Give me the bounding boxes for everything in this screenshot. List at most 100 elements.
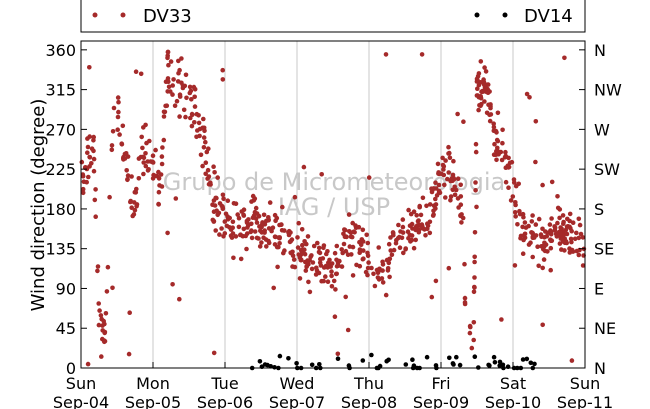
data-point: [393, 240, 399, 246]
data-point: [264, 244, 269, 249]
data-point: [427, 230, 433, 236]
data-point: [272, 234, 278, 239]
data-point: [219, 226, 224, 231]
data-point: [309, 362, 315, 368]
data-point: [256, 213, 262, 219]
y-axis-left: 0 45 90 135 180 225 270 315 360: [45, 41, 87, 378]
data-point: [403, 246, 409, 251]
data-point: [383, 292, 389, 298]
data-point: [445, 176, 450, 182]
data-point: [139, 134, 144, 140]
data-point: [456, 205, 461, 210]
data-point: [350, 273, 356, 278]
data-point: [91, 138, 96, 143]
data-point: [80, 173, 86, 179]
data-point: [194, 134, 199, 140]
data-point: [345, 252, 351, 257]
data-point: [298, 257, 304, 263]
y2-tick-label: W: [594, 120, 610, 139]
data-point: [295, 235, 300, 240]
data-point: [254, 235, 260, 241]
data-point: [555, 205, 561, 211]
data-point: [153, 173, 158, 179]
data-point: [132, 207, 138, 213]
data-point: [115, 114, 121, 120]
data-point: [379, 276, 385, 281]
data-point: [277, 353, 283, 359]
data-point: [153, 147, 158, 153]
data-point: [79, 159, 85, 165]
data-point: [540, 182, 545, 188]
data-point: [347, 229, 352, 234]
legend-marker-dv33: [120, 12, 126, 18]
data-point: [343, 294, 349, 300]
data-point: [346, 212, 352, 217]
data-point: [568, 236, 574, 242]
data-point: [548, 238, 554, 244]
data-point: [455, 176, 461, 181]
data-point: [165, 230, 170, 236]
data-point: [371, 271, 376, 277]
data-point: [102, 339, 108, 344]
data-point: [259, 240, 264, 245]
data-point: [339, 264, 345, 269]
data-point: [572, 236, 578, 242]
data-point: [401, 250, 406, 256]
data-point: [447, 155, 453, 160]
data-point: [201, 135, 207, 140]
data-point: [205, 167, 211, 173]
legend-label-dv14: DV14: [524, 6, 573, 27]
data-point: [369, 352, 374, 358]
data-point: [235, 212, 240, 217]
data-point: [472, 354, 478, 360]
data-point: [555, 220, 560, 226]
data-point: [93, 214, 98, 219]
data-point: [388, 248, 394, 253]
data-point: [484, 110, 490, 116]
data-point: [475, 77, 480, 83]
data-point: [418, 212, 424, 218]
data-point: [472, 259, 477, 265]
data-point: [515, 222, 520, 227]
data-point: [225, 198, 231, 203]
data-point: [522, 220, 528, 225]
data-point: [475, 86, 480, 91]
x-tick-label-day: Sat: [500, 374, 526, 393]
data-point: [433, 196, 438, 202]
data-point: [262, 228, 268, 233]
data-point: [220, 205, 226, 211]
data-point: [120, 123, 126, 129]
data-point: [316, 245, 322, 251]
data-point: [376, 245, 382, 250]
x-tick-label-day: Thu: [353, 374, 384, 393]
data-point: [434, 193, 440, 198]
data-point: [119, 142, 125, 147]
data-point: [165, 89, 170, 94]
data-point: [340, 250, 346, 256]
data-point: [100, 323, 105, 328]
data-point: [276, 244, 281, 250]
data-point: [499, 157, 505, 163]
data-point: [473, 149, 479, 155]
data-point: [436, 182, 442, 188]
data-point: [361, 248, 366, 253]
legend-marker-dv14: [474, 12, 480, 18]
data-point: [413, 224, 419, 229]
data-point: [357, 250, 363, 255]
data-point: [446, 170, 452, 175]
data-point: [180, 85, 186, 91]
data-point: [177, 296, 182, 302]
data-point: [249, 199, 254, 204]
data-point: [243, 233, 248, 239]
y2-tick-label: N: [594, 41, 606, 60]
data-point: [433, 363, 439, 368]
data-point: [360, 256, 366, 262]
data-point: [87, 65, 92, 70]
data-point: [339, 247, 345, 252]
data-point: [236, 215, 242, 221]
data-point: [95, 268, 100, 274]
data-point: [173, 196, 179, 201]
data-point: [549, 216, 554, 221]
data-point: [476, 107, 481, 113]
data-point: [116, 109, 121, 115]
